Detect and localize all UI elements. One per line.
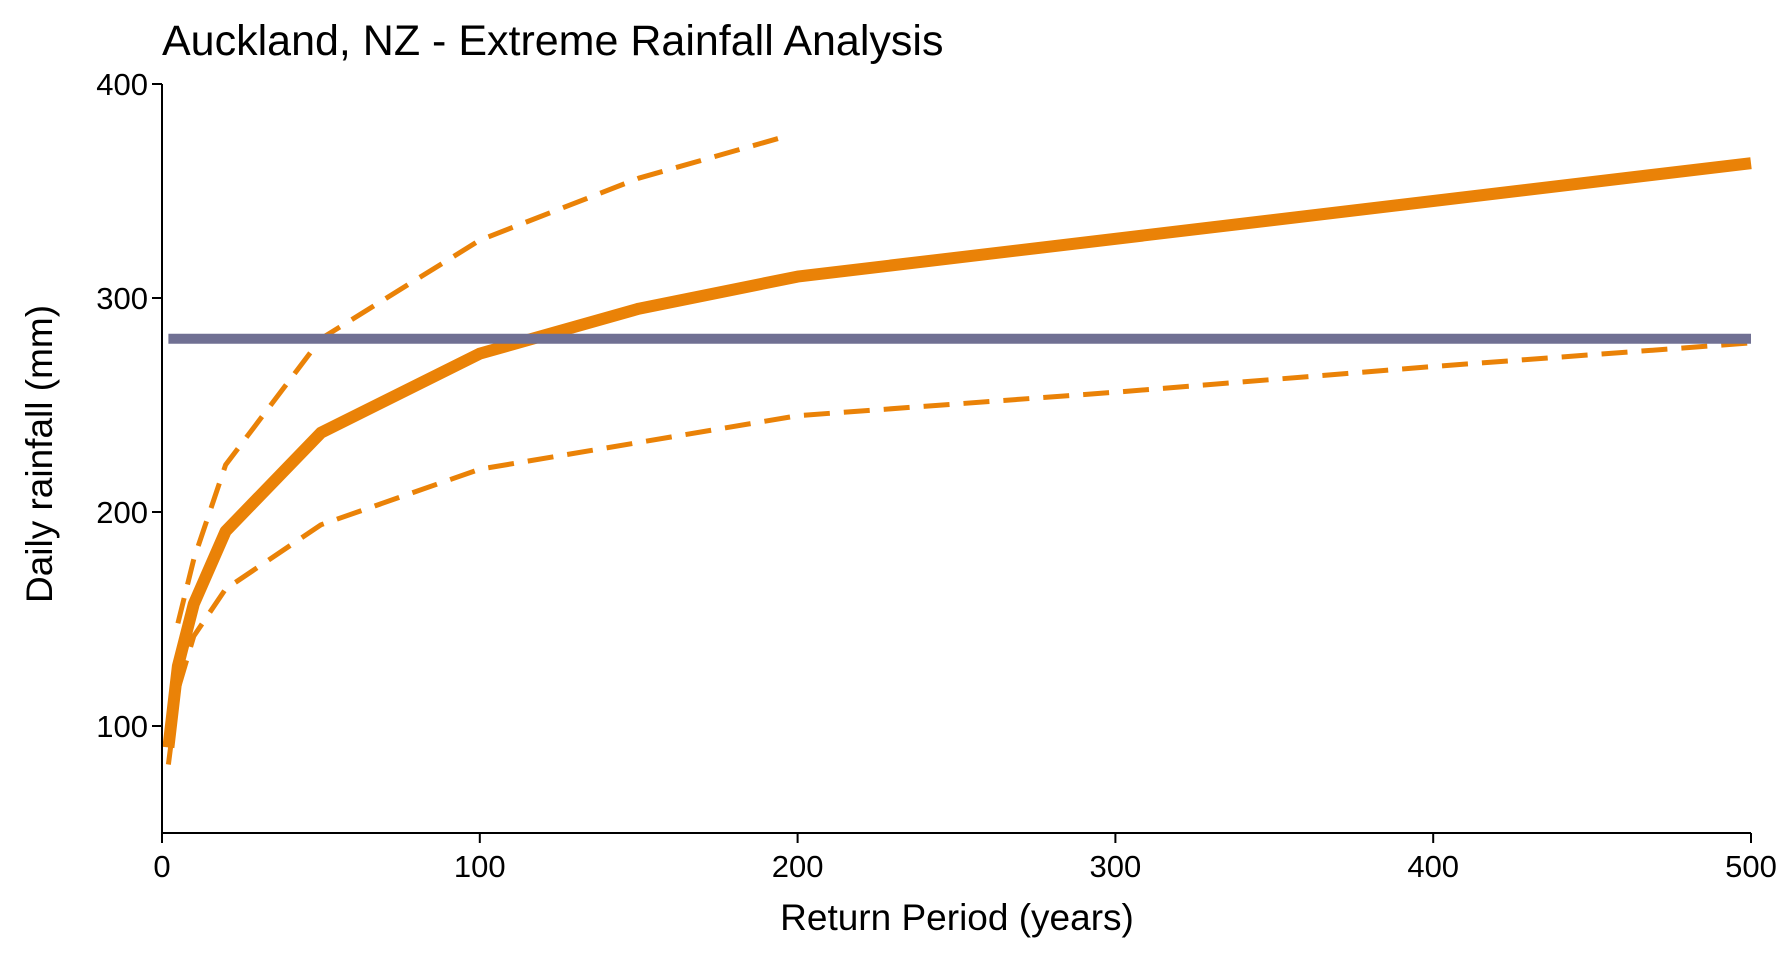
x-tick-label: 500 xyxy=(1725,849,1777,884)
y-tick-label: 100 xyxy=(96,709,148,744)
lower-confidence-bound-line xyxy=(165,340,1752,765)
return-level-estimate-line xyxy=(162,157,1752,749)
x-tick-label: 400 xyxy=(1407,849,1459,884)
x-tick-label: 0 xyxy=(153,849,170,884)
plot-lines xyxy=(162,135,1752,765)
y-axis-label: Daily rainfall (mm) xyxy=(19,305,60,603)
y-tick-label: 300 xyxy=(96,281,148,316)
upper-confidence-bound-line xyxy=(175,135,783,624)
y-axis-ticks: 100 200 300 400 xyxy=(96,67,162,744)
x-tick-label: 200 xyxy=(772,849,824,884)
y-tick-label: 200 xyxy=(96,495,148,530)
x-axis-label: Return Period (years) xyxy=(780,897,1134,938)
chart-title: Auckland, NZ - Extreme Rainfall Analysis xyxy=(162,17,943,65)
x-axis-ticks: 0 100 200 300 400 500 xyxy=(153,833,1777,884)
y-tick-label: 400 xyxy=(96,67,148,102)
x-tick-label: 300 xyxy=(1090,849,1142,884)
x-tick-label: 100 xyxy=(454,849,506,884)
